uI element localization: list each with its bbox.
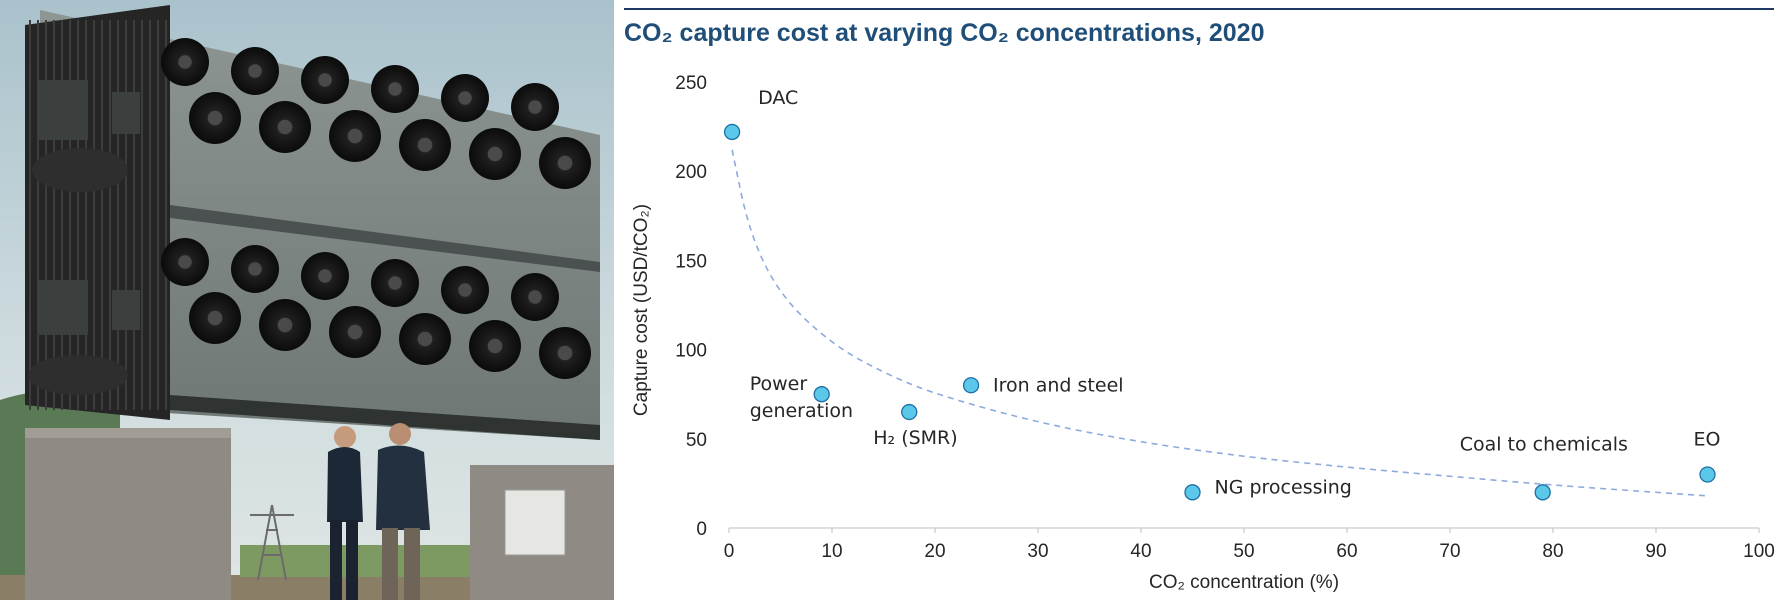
fan-hub: [178, 55, 192, 69]
power-pylon: [250, 504, 294, 581]
data-point-label: H₂ (SMR): [873, 427, 957, 449]
y-axis-label: Capture cost (USD/tCO₂): [631, 204, 652, 416]
x-tick-label: 30: [1027, 541, 1048, 562]
x-tick-label: 90: [1645, 541, 1666, 562]
y-tick-label: 50: [686, 430, 707, 451]
x-axis-label: CO₂ concentration (%): [1149, 572, 1339, 593]
x-tick-label: 80: [1542, 541, 1563, 562]
chart-title: CO₂ capture cost at varying CO₂ concentr…: [624, 19, 1264, 47]
person-left: [327, 426, 363, 600]
data-point-label: EO: [1694, 428, 1721, 450]
y-tick-label: 250: [675, 73, 707, 94]
trendline: [731, 149, 1708, 497]
concrete-plinth-left: [25, 428, 231, 600]
x-tick-label: 70: [1439, 541, 1460, 562]
fan-hub: [388, 82, 402, 96]
fan-hub: [178, 255, 192, 269]
x-tick-label: 40: [1130, 541, 1151, 562]
fan-hub: [347, 324, 363, 340]
x-tick-label: 10: [821, 541, 842, 562]
fan-hub: [458, 91, 472, 105]
duct-lower: [28, 355, 128, 395]
axes: 0 10 20 30 40 50 60 70 80 90 100 0 50 100 150 200 250: [675, 73, 1775, 562]
fan-hub: [318, 269, 332, 283]
x-tick-label: 0: [724, 541, 735, 562]
data-point: [813, 386, 830, 403]
x-tick-label: 50: [1233, 541, 1254, 562]
electrical-box: [504, 489, 566, 556]
fan-hub: [487, 146, 503, 162]
data-point: [901, 403, 918, 421]
y-tick-label: 150: [675, 251, 707, 272]
fan-hub: [347, 128, 363, 144]
data-point: [1534, 484, 1551, 501]
fan-array: [161, 38, 591, 379]
data-point-label: Coal to chemicals: [1460, 433, 1628, 455]
data-point: [1699, 466, 1716, 483]
duct-upper: [32, 148, 128, 192]
y-tick-label: 100: [675, 341, 707, 362]
x-tick-label: 100: [1743, 541, 1775, 562]
fan-hub: [528, 100, 542, 114]
data-point-label: Iron and steel: [993, 374, 1124, 396]
data-points: DAC Power generation H₂ (SMR) Iron and steel…: [723, 87, 1721, 501]
dac-facility-photo: [0, 0, 614, 600]
y-tick-label: 0: [696, 519, 707, 540]
data-point-label: Power: [750, 373, 808, 395]
person-right: [376, 423, 430, 600]
fan-hub: [207, 110, 223, 126]
fan-hub: [248, 64, 262, 78]
fan-hub: [557, 155, 573, 171]
data-point-label: generation: [750, 400, 853, 422]
data-point: [962, 377, 980, 394]
fan-hub: [417, 331, 433, 347]
x-tick-label: 60: [1336, 541, 1357, 562]
fan-hub: [557, 345, 573, 361]
fan-hub: [388, 276, 402, 290]
chart-panel: CO₂ capture cost at varying CO₂ concentr…: [614, 0, 1789, 600]
fan-hub: [417, 137, 433, 153]
fan-hub: [528, 290, 542, 304]
fan-hub: [487, 338, 503, 354]
y-tick-label: 200: [675, 162, 707, 183]
data-point-label: NG processing: [1215, 476, 1352, 498]
fan-hub: [277, 119, 293, 135]
fan-hub: [207, 310, 223, 326]
grass-strip: [240, 545, 500, 577]
fan-hub: [318, 73, 332, 87]
data-point-label: DAC: [758, 87, 798, 109]
data-point: [1184, 484, 1201, 501]
fan-hub: [458, 283, 472, 297]
fan-hub: [277, 317, 293, 333]
data-point: [723, 123, 741, 141]
fan-hub: [248, 262, 262, 276]
collector-structure: [25, 5, 600, 440]
x-tick-label: 20: [924, 541, 945, 562]
